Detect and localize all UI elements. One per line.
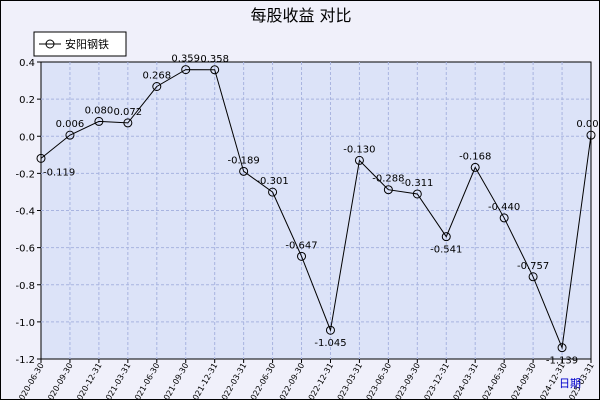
data-point-marker (36, 153, 46, 163)
data-label: 0.359 (171, 54, 200, 65)
y-tick-label: -0.4 (15, 207, 35, 218)
y-tick-label: -0.6 (15, 244, 35, 255)
data-point-marker (499, 213, 509, 223)
chart-title: 每股收益 对比 (250, 6, 351, 25)
y-tick-label: -1.0 (15, 318, 35, 329)
y-tick-label: 0.4 (19, 58, 35, 69)
data-point-marker (268, 187, 278, 197)
data-label: -0.757 (517, 261, 549, 272)
x-tick-label: 2023-06-30 (362, 362, 393, 400)
legend: 安阳钢铁 (33, 31, 127, 57)
y-tick-label: -0.8 (15, 281, 35, 292)
y-tick-label: 0.2 (19, 95, 35, 106)
data-point-marker (354, 155, 364, 165)
x-tick-label: 2020-06-30 (15, 362, 46, 400)
data-label: 0.358 (200, 54, 229, 65)
x-tick-label: 2023-12-31 (420, 362, 451, 400)
data-label: -0.311 (401, 178, 433, 189)
x-tick-label: 2021-03-31 (102, 362, 133, 400)
data-label: -0.119 (43, 167, 75, 178)
data-label: -0.647 (285, 240, 317, 251)
x-tick-label: 2021-06-30 (130, 362, 161, 400)
x-tick-label: 2022-12-31 (304, 362, 335, 400)
x-tick-label: 2020-12-31 (73, 362, 104, 400)
data-label: 0.268 (142, 71, 171, 82)
x-tick-label: 2022-09-30 (275, 362, 306, 400)
data-point-marker (470, 162, 480, 172)
x-tick-label: 2024-06-30 (478, 362, 509, 400)
y-tick-label: -0.2 (15, 169, 35, 180)
legend-marker-icon (45, 39, 55, 49)
data-label: -1.139 (546, 356, 578, 367)
x-tick-label: 2024-03-31 (449, 362, 480, 399)
x-tick-label: 2023-03-31 (333, 362, 364, 400)
data-label: -0.168 (459, 151, 491, 162)
x-tick-label: 2024-09-30 (507, 362, 538, 400)
x-tick-label: 2020-09-30 (44, 362, 75, 400)
x-tick-label: 2021-12-31 (188, 362, 219, 400)
y-axis: 0.4 0.2 0.0 -0.2 -0.4 -0.6 -0.8 -1.0 -1.2 (15, 58, 41, 366)
data-label: -0.189 (228, 155, 260, 166)
data-label: -0.288 (372, 174, 404, 185)
data-label: 0.006 (56, 119, 85, 130)
data-point-marker (181, 65, 191, 75)
data-label: -0.541 (430, 245, 462, 256)
x-axis: 2020-06-302020-09-302020-12-312021-03-31… (15, 359, 596, 399)
data-label: 0.006 (576, 119, 599, 130)
data-point-marker (239, 166, 249, 176)
data-point-marker (586, 130, 596, 140)
grid-lines (41, 62, 591, 359)
data-label: 0.080 (85, 105, 114, 116)
data-label: -0.301 (256, 176, 288, 187)
y-tick-label: -1.2 (15, 355, 35, 366)
x-tick-label: 2021-09-30 (159, 362, 190, 400)
data-point-marker (528, 272, 538, 282)
data-point-marker (123, 118, 133, 128)
data-point-marker (94, 116, 104, 126)
data-point-marker (65, 130, 75, 140)
data-point-marker (297, 251, 307, 261)
x-tick-label: 2022-03-31 (217, 362, 248, 400)
series-line (36, 65, 596, 353)
data-point-marker (383, 185, 393, 195)
y-tick-label: 0.0 (19, 132, 35, 143)
series-line-path (40, 69, 592, 350)
x-tick-label: 2023-09-30 (391, 362, 422, 400)
x-axis-unit-label: 日期 (559, 377, 581, 390)
data-point-marker (557, 343, 567, 353)
data-label: 0.072 (114, 107, 143, 118)
data-point-marker (325, 325, 335, 335)
legend-label: 安阳钢铁 (65, 37, 109, 51)
data-point-marker (412, 189, 422, 199)
data-point-marker (152, 82, 162, 92)
data-point-marker (441, 232, 451, 242)
data-label: -0.130 (343, 144, 375, 155)
data-label: -0.440 (488, 202, 520, 213)
x-tick-label: 2022-06-30 (246, 362, 277, 400)
data-label: -1.045 (314, 338, 346, 349)
data-point-marker (210, 65, 220, 75)
